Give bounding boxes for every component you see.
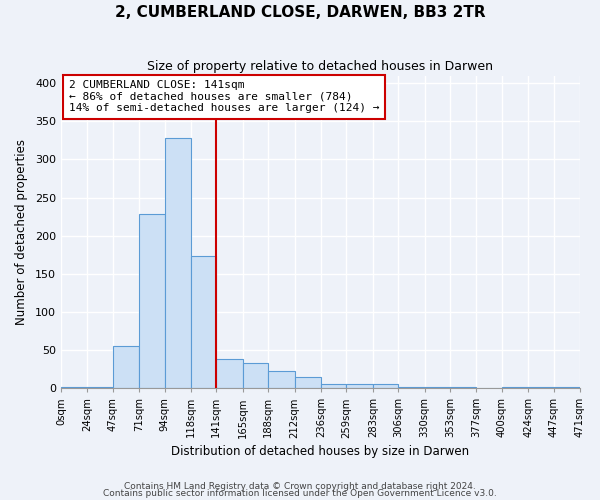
- Text: 2, CUMBERLAND CLOSE, DARWEN, BB3 2TR: 2, CUMBERLAND CLOSE, DARWEN, BB3 2TR: [115, 5, 485, 20]
- Bar: [113, 346, 139, 388]
- Text: Contains HM Land Registry data © Crown copyright and database right 2024.: Contains HM Land Registry data © Crown c…: [124, 482, 476, 491]
- Y-axis label: Number of detached properties: Number of detached properties: [15, 139, 28, 325]
- Bar: [61, 386, 88, 388]
- Bar: [425, 386, 450, 388]
- Title: Size of property relative to detached houses in Darwen: Size of property relative to detached ho…: [148, 60, 493, 73]
- Bar: [502, 386, 528, 388]
- Text: 2 CUMBERLAND CLOSE: 141sqm
← 86% of detached houses are smaller (784)
14% of sem: 2 CUMBERLAND CLOSE: 141sqm ← 86% of deta…: [69, 80, 379, 114]
- Bar: [164, 138, 191, 388]
- Bar: [217, 359, 243, 388]
- Bar: [398, 386, 425, 388]
- Bar: [88, 386, 113, 388]
- Bar: [295, 378, 321, 388]
- X-axis label: Distribution of detached houses by size in Darwen: Distribution of detached houses by size …: [172, 444, 470, 458]
- Bar: [450, 386, 476, 388]
- Bar: [321, 384, 346, 388]
- Text: Contains public sector information licensed under the Open Government Licence v3: Contains public sector information licen…: [103, 489, 497, 498]
- Bar: [528, 386, 554, 388]
- Bar: [243, 363, 268, 388]
- Bar: [554, 386, 580, 388]
- Bar: [268, 372, 295, 388]
- Bar: [139, 214, 164, 388]
- Bar: [373, 384, 398, 388]
- Bar: [346, 384, 373, 388]
- Bar: [191, 256, 217, 388]
